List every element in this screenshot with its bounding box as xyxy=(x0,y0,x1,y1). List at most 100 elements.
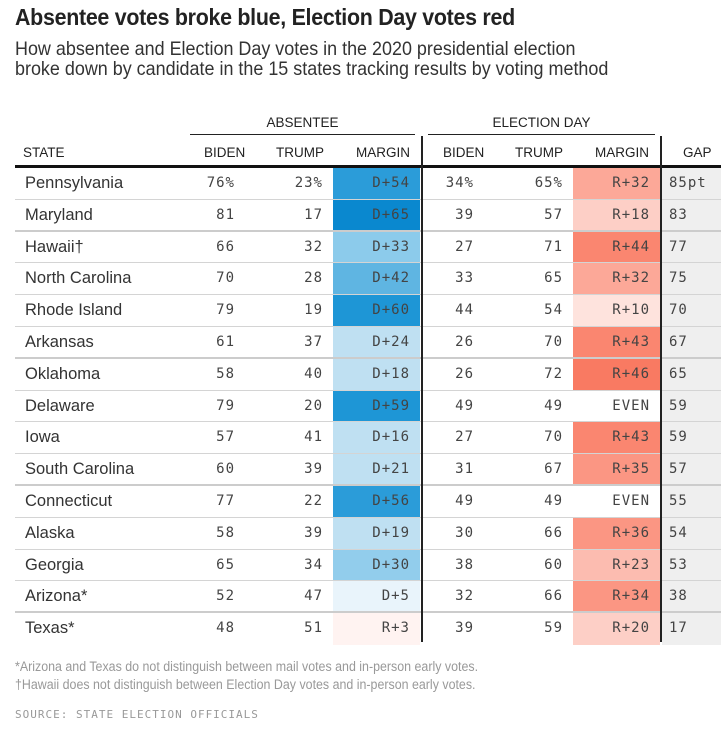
row-separator xyxy=(15,229,721,232)
election-day-trump: 57 xyxy=(544,206,563,223)
row-separator xyxy=(15,548,721,550)
election-day-margin: R+46 xyxy=(573,358,660,391)
gap-value: 59 xyxy=(662,390,721,423)
election-day-biden: 27 xyxy=(455,238,474,255)
table-row: Hawaii† 66 32 D+33 27 71 R+44 77 xyxy=(15,231,721,264)
row-separator xyxy=(15,294,721,296)
divider-absentee-election-day xyxy=(421,136,423,642)
election-day-biden: 34% xyxy=(445,175,474,191)
row-separator xyxy=(15,325,721,327)
state-name: Texas* xyxy=(25,619,75,638)
election-day-margin: R+43 xyxy=(573,327,660,359)
gap-value: 67 xyxy=(662,327,721,359)
header-rule xyxy=(15,165,721,168)
table-row: Arizona* 52 47 D+5 32 66 R+34 38 xyxy=(15,581,721,614)
election-day-trump: 71 xyxy=(544,238,563,255)
absentee-margin: D+60 xyxy=(333,295,420,327)
group-rule-election-day xyxy=(428,134,655,135)
table-row: Arkansas 61 37 D+24 26 70 R+43 67 xyxy=(15,327,721,359)
state-name: Arizona* xyxy=(25,587,88,606)
chart-subtitle: How absentee and Election Day votes in t… xyxy=(15,39,608,79)
absentee-biden: 52 xyxy=(216,588,235,605)
election-day-trump: 72 xyxy=(544,365,563,382)
row-separator xyxy=(15,483,721,486)
row-separator xyxy=(15,198,721,200)
table-row: Iowa 57 41 D+16 27 70 R+43 59 xyxy=(15,422,721,455)
absentee-trump: 22 xyxy=(304,493,323,509)
state-name: South Carolina xyxy=(25,460,135,479)
table-row: Oklahoma 58 40 D+18 26 72 R+46 65 xyxy=(15,358,721,391)
election-day-trump: 70 xyxy=(544,334,563,350)
election-day-trump: 49 xyxy=(544,397,563,414)
election-day-biden: 44 xyxy=(455,302,474,319)
gap-value: 17 xyxy=(662,613,721,645)
absentee-biden: 79 xyxy=(216,302,235,319)
gap-value: 85pt xyxy=(662,168,721,200)
row-separator xyxy=(15,516,721,518)
row-separator xyxy=(15,580,721,582)
absentee-biden: 60 xyxy=(216,461,235,478)
gap-value: 59 xyxy=(662,422,721,455)
absentee-trump: 41 xyxy=(304,429,323,446)
absentee-trump: 39 xyxy=(304,524,323,541)
group-label-election-day: ELECTION DAY xyxy=(492,115,591,130)
election-day-biden: 26 xyxy=(455,365,474,382)
table-row: Rhode Island 79 19 D+60 44 54 R+10 70 xyxy=(15,295,721,327)
row-separator xyxy=(15,611,721,614)
subtitle-line-2: broke down by candidate in the 15 states… xyxy=(15,58,609,80)
election-day-biden: 33 xyxy=(455,270,474,287)
election-day-biden: 49 xyxy=(455,397,474,414)
absentee-margin: D+24 xyxy=(333,327,420,359)
election-day-margin: EVEN xyxy=(573,486,660,518)
gap-value: 70 xyxy=(662,295,721,327)
state-name: Pennsylvania xyxy=(25,174,124,192)
absentee-trump: 37 xyxy=(304,334,323,350)
election-day-margin: R+20 xyxy=(573,613,660,645)
absentee-trump: 17 xyxy=(304,206,323,223)
absentee-margin: D+59 xyxy=(333,390,420,423)
gap-value: 65 xyxy=(662,358,721,391)
election-day-trump: 60 xyxy=(544,556,563,573)
absentee-margin: D+18 xyxy=(333,358,420,391)
col-header-ed-trump: TRUMP xyxy=(515,145,563,160)
election-day-biden: 38 xyxy=(455,556,474,573)
absentee-trump: 28 xyxy=(304,270,323,287)
election-day-margin: R+32 xyxy=(573,168,660,200)
absentee-biden: 57 xyxy=(216,429,235,446)
election-day-trump: 49 xyxy=(544,493,563,509)
absentee-biden: 65 xyxy=(216,556,235,573)
election-day-margin: R+36 xyxy=(573,517,660,550)
divider-election-day-gap xyxy=(660,136,662,642)
absentee-biden: 79 xyxy=(216,397,235,414)
election-day-biden: 26 xyxy=(455,334,474,350)
absentee-trump: 40 xyxy=(304,365,323,382)
election-day-margin: R+35 xyxy=(573,454,660,486)
gap-value: 75 xyxy=(662,263,721,296)
gap-value: 54 xyxy=(662,517,721,550)
footnote-hawaii: †Hawaii does not distinguish between Ele… xyxy=(15,677,476,692)
table-row: Alaska 58 39 D+19 30 66 R+36 54 xyxy=(15,517,721,550)
row-separator xyxy=(15,453,721,455)
group-rule-absentee xyxy=(190,134,415,135)
absentee-trump: 39 xyxy=(304,461,323,478)
absentee-biden: 58 xyxy=(216,365,235,382)
election-day-trump: 59 xyxy=(544,620,563,637)
election-day-biden: 31 xyxy=(455,461,474,478)
absentee-margin: D+65 xyxy=(333,199,420,232)
election-day-margin: R+43 xyxy=(573,422,660,455)
election-day-trump: 66 xyxy=(544,588,563,605)
absentee-biden: 70 xyxy=(216,270,235,287)
footnote-arizona-texas: *Arizona and Texas do not distinguish be… xyxy=(15,659,479,674)
state-name: Iowa xyxy=(25,428,60,447)
election-day-biden: 27 xyxy=(455,429,474,446)
absentee-trump: 34 xyxy=(304,556,323,573)
election-day-trump: 66 xyxy=(544,524,563,541)
row-separator xyxy=(15,421,721,423)
absentee-trump: 32 xyxy=(304,238,323,255)
absentee-margin: D+16 xyxy=(333,422,420,455)
absentee-margin: D+33 xyxy=(333,231,420,264)
state-name: Georgia xyxy=(25,555,84,574)
row-separator xyxy=(15,356,721,359)
table-row: Texas* 48 51 R+3 39 59 R+20 17 xyxy=(15,613,721,645)
election-day-biden: 39 xyxy=(455,206,474,223)
